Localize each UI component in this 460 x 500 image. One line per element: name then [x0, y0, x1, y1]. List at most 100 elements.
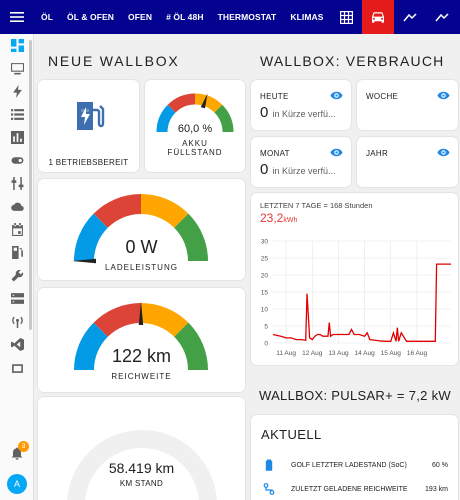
stat-card-heute[interactable]: HEUTE 0 in Kürze verfü...	[251, 80, 351, 130]
gauge-band-2	[140, 303, 189, 338]
stat-value-monat: 0	[260, 161, 269, 178]
eye-icon[interactable]	[330, 146, 343, 159]
tab-chart-2[interactable]	[426, 0, 458, 34]
section-heading-pulsar: WALLBOX: PULSAR+ = 7,2 kW	[259, 388, 451, 403]
tab-oel-48h[interactable]: # ÖL 48H	[166, 12, 204, 22]
chart-current-unit: kWh	[283, 217, 298, 224]
sidebar-item-charger[interactable]	[0, 241, 34, 264]
eye-icon[interactable]	[437, 89, 450, 102]
eye-icon[interactable]	[330, 89, 343, 102]
km-stand-value: 58.419 km	[108, 460, 175, 476]
sidebar-item-monitor[interactable]	[0, 57, 34, 80]
list-item[interactable]: ZULETZT GELADENE REICHWEITE 193 km	[263, 479, 448, 499]
avatar[interactable]: A	[7, 474, 27, 494]
dashboard-icon	[10, 39, 24, 52]
stat-card-jahr[interactable]: JAHR	[357, 137, 458, 187]
vscode-icon	[10, 338, 24, 351]
gauge-needle	[72, 258, 96, 264]
cloud-icon	[10, 202, 24, 211]
akku-gauge-card[interactable]: 60,0 % AKKU FÜLLSTAND	[145, 80, 245, 172]
gauge-band-1	[167, 93, 196, 113]
stat-title-monat: MONAT	[260, 149, 290, 158]
sidebar-item-energy[interactable]	[0, 80, 34, 103]
chart-y-tick-label: 30	[261, 239, 269, 246]
chart-series-line	[272, 263, 451, 342]
km-stand-gauge-card[interactable]: 58.419 km KM STAND	[38, 397, 245, 500]
bar-chart-icon	[10, 131, 24, 144]
sidebar-item-history[interactable]	[0, 126, 34, 149]
battery-icon	[265, 459, 273, 471]
stat-title-heute: HEUTE	[260, 92, 289, 101]
tab-thermostat[interactable]: THERMOSTAT	[217, 12, 277, 22]
tab-oel[interactable]: ÖL	[41, 12, 54, 22]
sidebar-item-network[interactable]	[0, 310, 34, 333]
stat-value-heute: 0	[260, 104, 269, 121]
tab-klimas[interactable]: KLIMAS	[290, 12, 324, 22]
reichweite-label: REICHWEITE	[111, 372, 172, 381]
wallbox-status-card[interactable]: 1 BETRIEBSBEREIT	[38, 80, 139, 172]
charger-icon	[11, 246, 23, 259]
stat-card-woche[interactable]: WOCHE	[357, 80, 458, 130]
stat-sub-heute: in Kürze verfü...	[272, 109, 336, 119]
akku-label: AKKU	[182, 139, 208, 148]
history-chart-card[interactable]: LETZTEN 7 TAGE = 168 Stunden 23,2kWh 0 5 1…	[251, 193, 458, 365]
gauge-band-2	[194, 93, 223, 113]
chart-y-tick-label: 25	[261, 256, 269, 263]
gauge-band-3	[173, 322, 208, 371]
gauge-band-0	[74, 322, 109, 371]
ladeleistung-gauge-card[interactable]: 0 W LADELEISTUNG	[38, 179, 245, 280]
stat-card-monat[interactable]: MONAT 0 in Kürze verfü...	[251, 137, 351, 187]
reichweite-value: 122 km	[111, 346, 172, 366]
reichweite-gauge	[74, 301, 208, 371]
aktuell-row-label: GOLF LETZTER LADESTAND (SoC)	[291, 461, 407, 469]
tools-icon	[11, 364, 23, 373]
sidebar-item-toggles[interactable]	[0, 149, 34, 172]
sidebar-item-weather[interactable]	[0, 195, 34, 218]
ladeleistung-label: LADELEISTUNG	[105, 263, 178, 272]
sidebar-scrollbar[interactable]	[29, 40, 32, 330]
aktuell-card: AKTUELL GOLF LETZTER LADESTAND (SoC) 60 …	[251, 415, 458, 500]
notifications-button[interactable]: 3	[0, 438, 34, 468]
ladeleistung-gauge	[72, 194, 208, 264]
sidebar-item-controls[interactable]	[0, 172, 34, 195]
sidebar-item-overview[interactable]	[0, 34, 34, 57]
gauge-band-0	[74, 213, 109, 262]
monitor-icon	[10, 63, 24, 75]
list-icon	[10, 109, 24, 120]
tab-chart-1[interactable]	[394, 0, 426, 34]
akku-value: 60,0 %	[177, 123, 213, 135]
chart-line-icon	[434, 12, 449, 21]
stat-title-jahr: JAHR	[366, 149, 389, 158]
chart-y-tick-label: 5	[264, 324, 268, 331]
menu-icon[interactable]	[0, 0, 34, 34]
chart-line-icon	[402, 12, 417, 21]
aktuell-row-label: ZULETZT GELADENE REICHWEITE	[291, 485, 408, 493]
history-line-chart[interactable]: 0 5 10 15 20 25 30 11 Aug 12 Aug 13 Aug 14 Aug 15 A…	[251, 193, 458, 365]
sidebar-item-calendar[interactable]	[0, 218, 34, 241]
sidebar-item-server[interactable]	[0, 287, 34, 310]
reichweite-gauge-card[interactable]: 122 km REICHWEITE	[38, 288, 245, 392]
sidebar-item-tools[interactable]	[0, 264, 34, 287]
chart-x-tick-label: 12 Aug	[302, 350, 323, 357]
grid-icon	[339, 10, 353, 24]
chart-y-tick-label: 0	[264, 341, 268, 348]
sidebar-item-logbook[interactable]	[0, 103, 34, 126]
sidebar-item-developer[interactable]	[0, 356, 34, 379]
tab-ofen[interactable]: OFEN	[128, 12, 153, 22]
toggle-icon	[11, 157, 23, 164]
km-stand-label: KM STAND	[119, 479, 164, 488]
tab-oel-ofen[interactable]: ÖL & OFEN	[67, 12, 115, 22]
wallbox-status-label: 1 BETRIEBSBEREIT	[48, 158, 129, 167]
eye-icon[interactable]	[437, 146, 450, 159]
ev-station-icon	[77, 102, 105, 130]
aktuell-row-value: 60 %	[432, 461, 448, 469]
sliders-icon	[11, 177, 23, 190]
chart-current-value: 23,2	[260, 211, 284, 225]
tab-grid[interactable]	[331, 0, 362, 34]
tab-car[interactable]	[361, 0, 394, 34]
gauge-needle	[200, 93, 208, 109]
list-item[interactable]: GOLF LETZTER LADESTAND (SoC) 60 %	[263, 455, 448, 475]
akku-label-2: FÜLLSTAND	[167, 148, 223, 157]
sidebar-item-code[interactable]	[0, 333, 34, 356]
calendar-icon	[11, 223, 23, 236]
